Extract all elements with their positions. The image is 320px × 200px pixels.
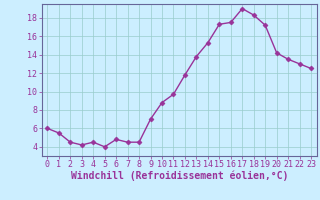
X-axis label: Windchill (Refroidissement éolien,°C): Windchill (Refroidissement éolien,°C) xyxy=(70,171,288,181)
